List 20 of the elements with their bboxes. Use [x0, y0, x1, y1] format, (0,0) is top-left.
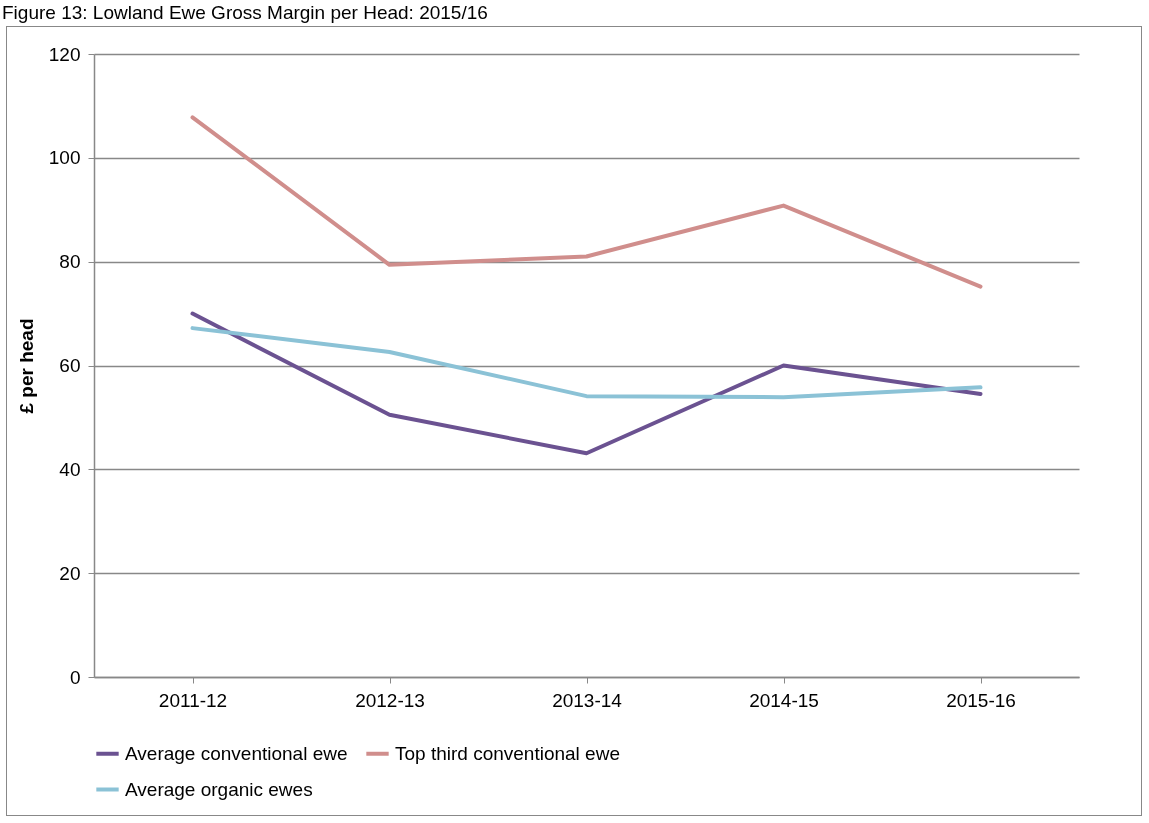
y-axis-title: £ per head	[15, 318, 37, 414]
x-tick-label: 2013-14	[552, 689, 623, 711]
y-tick-label: 40	[59, 458, 81, 480]
y-tick-label: 120	[48, 43, 81, 65]
legend-label: Top third conventional ewe	[395, 742, 620, 764]
chart-title: Figure 13: Lowland Ewe Gross Margin per Head: 2015/16	[2, 2, 489, 24]
legend-label: Average organic ewes	[125, 778, 313, 800]
y-tick-label: 60	[59, 355, 81, 376]
x-tick-label: 2012-13	[355, 689, 425, 711]
legend-label: Average conventional ewe	[125, 742, 348, 764]
y-tick-label: 20	[59, 562, 81, 584]
line-series	[190, 115, 983, 289]
x-tick-label: 2014-15	[749, 689, 819, 711]
y-tick-label: 100	[48, 147, 81, 169]
x-tick-label: 2011-12	[158, 689, 228, 711]
line-series	[190, 311, 983, 456]
y-tick-label: 0	[69, 666, 81, 688]
line-series	[190, 326, 983, 400]
x-tick-label: 2015-16	[946, 689, 1016, 711]
y-tick-label: 80	[59, 251, 81, 273]
